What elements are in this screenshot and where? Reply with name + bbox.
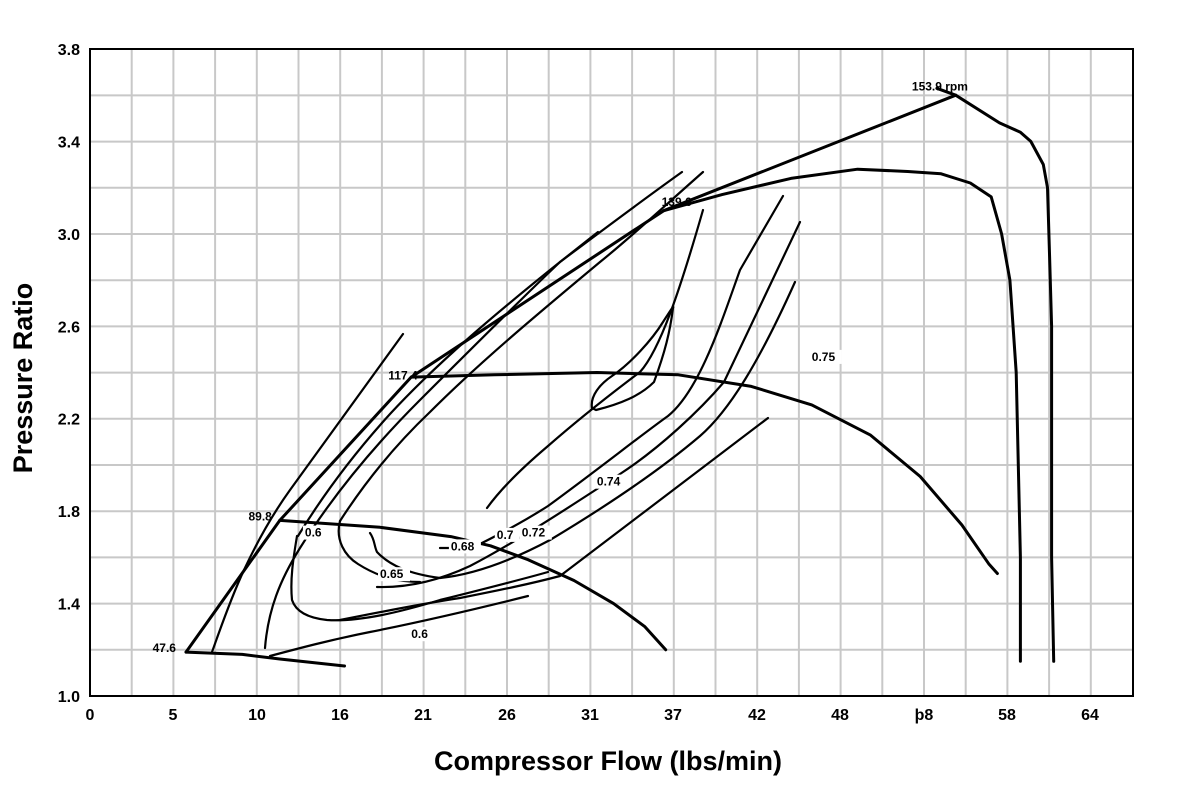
annotation-label: 0.74 [597,475,621,489]
annotation-background [519,525,552,540]
annotation-label: 0.6 [305,526,322,540]
annotations: 153.9 rpm 139.6 117.4 89.8 47.6 0.75 0.74 0.72 0… [153,80,968,655]
annotation-label: 0.65 [380,567,404,581]
efficiency-contour-line [375,220,802,589]
annotation-background [302,525,328,540]
annotation-label: 117.4 [388,368,418,382]
series-line [935,86,1056,663]
efficiency-contour-line [485,208,705,510]
annotation-label: 139.6 [662,195,692,209]
annotation-label: 0.6 [411,627,428,641]
y-tick-label: 2.2 [58,412,80,429]
y-tick-label: 3.8 [58,42,80,59]
y-axis-title: Pressure Ratio [8,283,38,474]
annotation-background [594,474,627,489]
efficiency-contour-line [296,170,684,538]
y-tick-label: 1.8 [58,504,80,521]
x-tick-label: 16 [331,707,349,724]
x-tick-label: 37 [664,707,682,724]
x-tick-label: 48 [831,707,849,724]
efficiency-contour-line [263,230,600,650]
efficiency-contour-line [210,332,405,654]
annotation-label: 0.72 [522,526,546,540]
x-tick-label: 26 [498,707,516,724]
x-tick-label: 31 [581,707,599,724]
efficiency-contour-line [268,594,530,658]
annotation-background [448,539,481,554]
annotation-label: 89.8 [249,509,273,523]
efficiency-contour-line [290,534,550,622]
annotation-label: 153.9 rpm [912,80,968,94]
x-tick-label: 42 [748,707,766,724]
annotation-label: 0.7 [497,528,514,542]
annotation-background [494,527,520,542]
y-tick-label: 1.0 [58,689,80,706]
annotation-background [409,627,435,642]
series-line [278,518,668,652]
x-tick-label: 10 [248,707,266,724]
x-tick-label: 58 [998,707,1016,724]
y-tick-label: 2.6 [58,319,80,336]
annotation-label: 47.6 [153,641,177,655]
annotation-background [378,567,410,582]
y-tick-label: 3.4 [58,134,80,151]
series-line [409,371,999,575]
y-tick-label: 3.0 [58,227,80,244]
x-tick-label: 0 [86,707,95,724]
annotation-background [809,349,842,364]
series-line [184,650,346,668]
efficiency-contour-line [338,416,770,622]
x-tick-label: 21 [414,707,432,724]
plot-border [89,48,1134,697]
efficiency-contour-line [368,280,797,580]
efficiency-contour-line [338,170,705,523]
annotation-label: 0.75 [812,350,836,364]
x-axis-title: Compressor Flow (lbs/min) [434,746,782,776]
annotation-label: 0.68 [451,539,475,553]
y-tick-labels: 1.0 1.4 1.8 2.2 2.6 3.0 3.4 3.8 [58,42,80,706]
x-tick-label: 64 [1081,707,1099,724]
x-tick-label: 5 [169,707,178,724]
x-tick-labels: 0 5 10 16 21 26 31 37 42 48 þ8 58 64 [86,707,1099,724]
y-tick-label: 1.4 [58,597,80,614]
x-tick-label: þ8 [915,707,934,724]
curves [184,86,1056,668]
series-line [662,167,1022,663]
